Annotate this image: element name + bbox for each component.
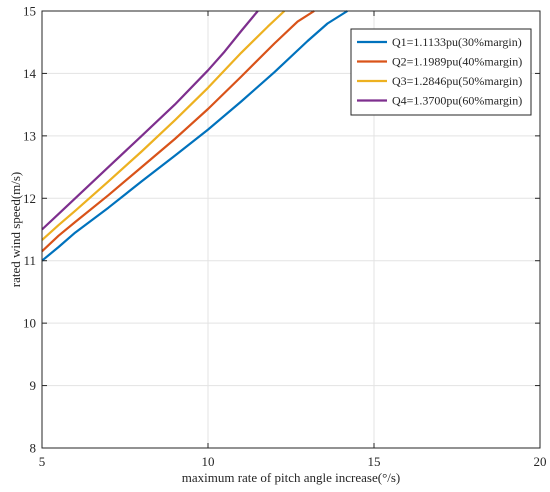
y-tick-label: 15 <box>23 4 36 19</box>
x-tick-label: 10 <box>202 454 215 469</box>
legend-label-q3: Q3=1.2846pu(50%margin) <box>392 74 522 88</box>
series-line-q1 <box>41 10 348 262</box>
x-tick-label: 15 <box>368 454 381 469</box>
y-tick-label: 11 <box>23 253 36 268</box>
plot-frame <box>41 10 541 449</box>
y-tick-label: 12 <box>23 191 36 206</box>
legend: Q1=1.1133pu(30%margin) Q2=1.1989pu(40%mar… <box>350 28 532 116</box>
series-line-q3 <box>41 10 286 241</box>
series-lines <box>41 10 348 262</box>
series-line-q2 <box>41 10 315 253</box>
legend-label-q1: Q1=1.1133pu(30%margin) <box>392 35 522 49</box>
y-tick-label: 8 <box>30 441 37 456</box>
legend-label-q2: Q2=1.1989pu(40%margin) <box>392 55 522 69</box>
y-axis-title: rated wind speed(m/s) <box>8 172 23 288</box>
legend-label-q4: Q4=1.3700pu(60%margin) <box>392 94 522 108</box>
axis-ticks: 5 10 15 20 8 9 10 11 12 13 14 15 <box>23 4 547 470</box>
y-tick-label: 14 <box>23 66 37 81</box>
x-axis-title: maximum rate of pitch angle increase(°/s… <box>182 470 401 485</box>
x-tick-label: 20 <box>534 454 547 469</box>
series-line-q4 <box>41 10 259 231</box>
y-tick-label: 9 <box>30 378 37 393</box>
y-tick-label: 10 <box>23 316 36 331</box>
x-tick-label: 5 <box>39 454 46 469</box>
y-tick-label: 13 <box>23 128 36 143</box>
